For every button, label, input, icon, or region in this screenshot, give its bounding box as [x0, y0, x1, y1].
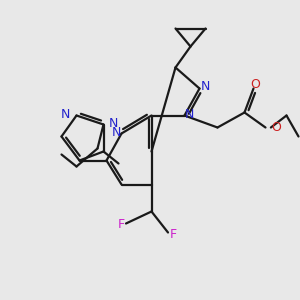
Text: N: N	[201, 80, 210, 94]
Text: N: N	[185, 107, 195, 121]
Text: O: O	[271, 121, 281, 134]
Text: N: N	[61, 107, 70, 121]
Text: O: O	[250, 78, 260, 92]
Text: N: N	[109, 116, 118, 130]
Text: F: F	[117, 218, 124, 232]
Text: F: F	[169, 227, 177, 241]
Text: N: N	[111, 125, 121, 139]
